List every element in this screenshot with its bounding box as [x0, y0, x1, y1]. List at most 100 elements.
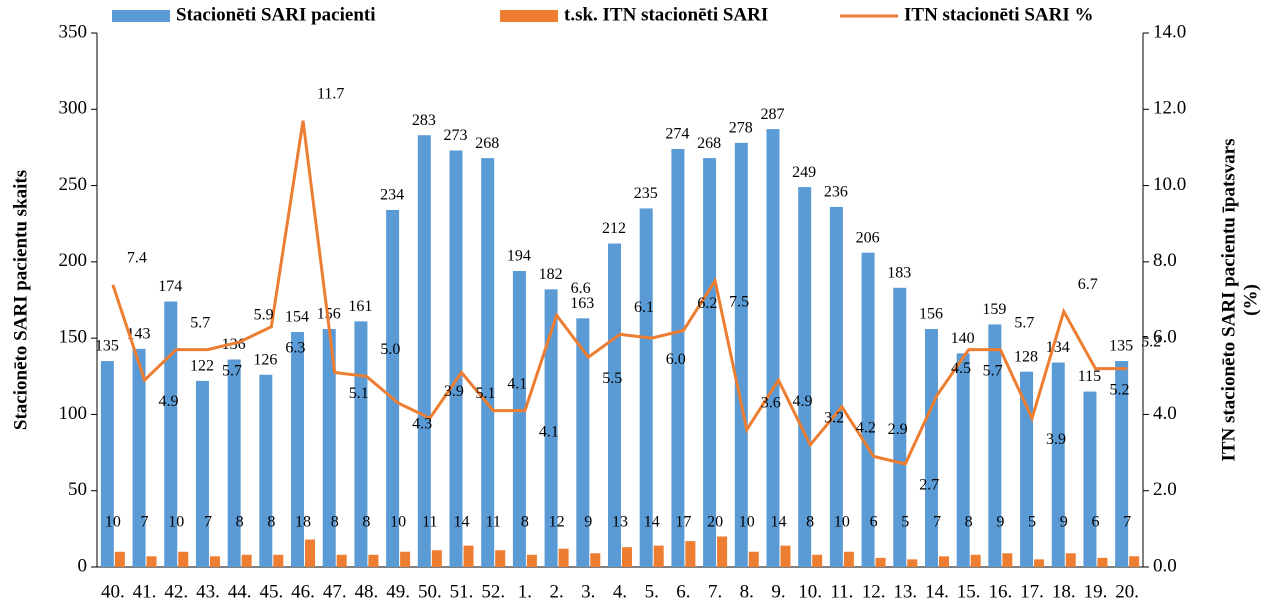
- bar-value-label: 236: [824, 184, 848, 201]
- x-tick-label: 17.: [1020, 581, 1044, 602]
- line-value-label: 5.2: [1109, 381, 1129, 398]
- bar: [671, 148, 685, 567]
- bar: [463, 545, 474, 567]
- bar: [526, 554, 537, 567]
- line-value-label: 6.7: [1078, 276, 1098, 293]
- legend-label: ITN stacionēti SARI %: [904, 4, 1093, 25]
- line-value-label: 5.9: [254, 307, 274, 324]
- x-tick-label: 51.: [450, 581, 474, 602]
- bar-value-label: 8: [267, 514, 275, 531]
- bar: [178, 551, 189, 567]
- x-tick-label: 11.: [830, 581, 853, 602]
- bar-value-label: 143: [127, 325, 151, 342]
- bar-value-label: 17: [675, 514, 691, 531]
- bar-value-label: 7: [141, 514, 149, 531]
- legend-label: t.sk. ITN stacionēti SARI: [564, 4, 768, 25]
- bar: [431, 550, 442, 567]
- line-value-label: 2.7: [919, 477, 939, 494]
- bar-value-label: 6: [1091, 514, 1099, 531]
- line-value-label: 4.2: [856, 419, 876, 436]
- x-tick-label: 44.: [228, 581, 252, 602]
- bar-value-label: 9: [996, 514, 1004, 531]
- bar: [100, 361, 114, 567]
- bar: [368, 554, 379, 567]
- bar: [1097, 557, 1108, 567]
- y2-tick-label: 2.0: [1153, 479, 1177, 500]
- bar-value-label: 212: [602, 220, 626, 237]
- x-tick-label: 12.: [862, 581, 886, 602]
- bar: [241, 554, 252, 567]
- bar-value-label: 183: [887, 264, 911, 281]
- line-value-label: 5.5: [602, 370, 622, 387]
- y2-axis-title: ITN stacionēto SARI pacientu īpatsvars: [1218, 138, 1239, 461]
- bar: [544, 289, 558, 567]
- bar-value-label: 287: [760, 106, 784, 123]
- y2-tick-label: 10.0: [1153, 174, 1186, 195]
- bar-value-label: 161: [348, 298, 372, 315]
- x-tick-label: 1.: [518, 581, 532, 602]
- x-tick-label: 7.: [708, 581, 722, 602]
- bar-value-label: 10: [168, 514, 184, 531]
- bar: [875, 557, 886, 567]
- line-value-label: 2.9: [888, 421, 908, 438]
- line-value-label: 11.7: [317, 85, 344, 102]
- line-value-label: 4.3: [412, 416, 432, 433]
- bar: [132, 348, 146, 567]
- x-tick-label: 50.: [418, 581, 442, 602]
- bar-value-label: 140: [951, 330, 975, 347]
- x-tick-label: 5.: [645, 581, 659, 602]
- line-value-label: 5.7: [222, 362, 242, 379]
- bar: [988, 324, 1002, 567]
- legend-swatch: [500, 10, 558, 22]
- x-tick-label: 40.: [101, 581, 125, 602]
- bar-value-label: 249: [792, 164, 816, 181]
- x-tick-label: 3.: [581, 581, 595, 602]
- bar: [907, 559, 918, 567]
- bar: [576, 318, 590, 567]
- bar: [146, 556, 157, 567]
- bar: [114, 551, 125, 567]
- x-tick-label: 42.: [164, 581, 188, 602]
- bar: [336, 554, 347, 567]
- x-tick-label: 48.: [355, 581, 379, 602]
- bar: [843, 551, 854, 567]
- bar-value-label: 278: [729, 120, 753, 137]
- y-tick-label: 50: [68, 479, 87, 500]
- bar: [1065, 553, 1076, 567]
- bar-value-label: 11: [422, 514, 437, 531]
- bar-value-label: 13: [612, 514, 628, 531]
- y-axis-title: Stacionēto SARI pacientu skaits: [10, 170, 31, 430]
- x-tick-label: 19.: [1084, 581, 1108, 602]
- bar-value-label: 154: [285, 309, 309, 326]
- bar: [481, 158, 495, 567]
- bar-value-label: 9: [1060, 514, 1068, 531]
- bar-value-label: 163: [570, 295, 594, 312]
- bar-value-label: 10: [834, 514, 850, 531]
- bar: [259, 374, 273, 567]
- y-tick-label: 350: [59, 21, 88, 42]
- y2-tick-label: 14.0: [1153, 21, 1186, 42]
- bar-value-label: 182: [539, 266, 563, 283]
- bar: [322, 328, 336, 567]
- bar: [1051, 362, 1065, 567]
- bar-value-label: 126: [253, 351, 277, 368]
- bar-value-label: 11: [486, 514, 501, 531]
- bar: [590, 553, 601, 567]
- line-value-label: 4.1: [507, 375, 527, 392]
- x-tick-label: 13.: [893, 581, 917, 602]
- y2-tick-label: 12.0: [1153, 98, 1186, 119]
- y2-tick-label: 0.0: [1153, 555, 1177, 576]
- bar-value-label: 235: [634, 185, 658, 202]
- bar-value-label: 268: [697, 135, 721, 152]
- bar: [1002, 553, 1013, 567]
- bar: [639, 208, 653, 567]
- bar-value-label: 174: [158, 278, 182, 295]
- bar-value-label: 194: [507, 248, 531, 265]
- x-tick-label: 10.: [798, 581, 822, 602]
- bar: [956, 353, 970, 567]
- bar: [812, 554, 823, 567]
- line-value-label: 6.1: [634, 299, 654, 316]
- bar: [861, 252, 875, 567]
- line-value-label: 3.6: [761, 394, 781, 411]
